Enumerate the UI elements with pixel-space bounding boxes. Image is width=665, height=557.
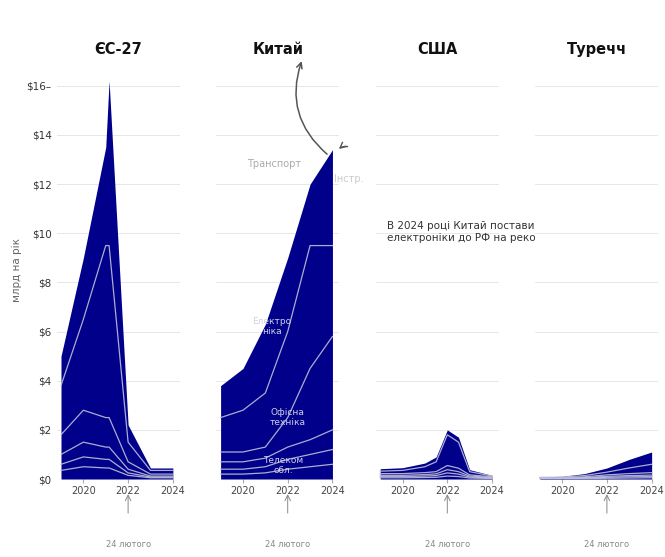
Title: США: США [417,42,458,57]
Text: 24 лютого: 24 лютого [265,540,311,549]
Text: 24 лютого: 24 лютого [425,540,470,549]
Title: ЄС-27: ЄС-27 [94,42,142,57]
Text: 24 лютого: 24 лютого [106,540,151,549]
Y-axis label: млрд на рік: млрд на рік [13,238,23,302]
Text: 24 лютого: 24 лютого [585,540,630,549]
Text: Офісна
техніка: Офісна техніка [270,408,306,427]
Text: Інстр.: Інстр. [334,174,363,184]
Text: В 2024 році Китай поставив ма
електроніки до РФ на рекордну: В 2024 році Китай поставив ма електронік… [387,221,563,243]
Text: Телеком
обл.: Телеком обл. [263,456,303,475]
Title: Туречч: Туречч [567,42,627,57]
Text: Транспорт: Транспорт [247,159,301,169]
Text: Електро
ніка: Електро ніка [253,317,292,336]
Title: Китай: Китай [252,42,303,57]
